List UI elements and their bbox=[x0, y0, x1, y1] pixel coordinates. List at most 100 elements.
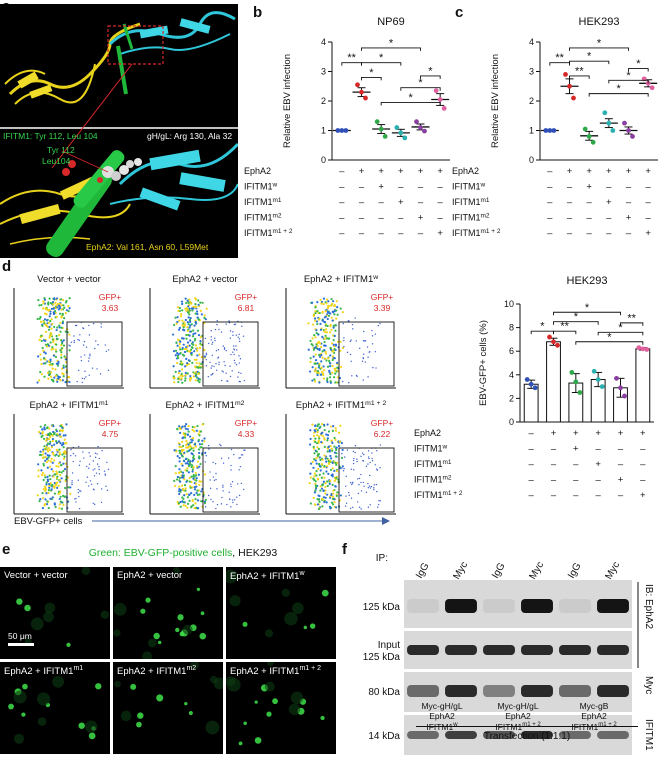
flow-dot bbox=[336, 366, 339, 369]
flow-dot bbox=[326, 484, 329, 488]
gfp-cell bbox=[177, 614, 184, 621]
flow-dot bbox=[83, 457, 85, 459]
flow-dot bbox=[178, 342, 181, 346]
condition-sign: – bbox=[438, 197, 444, 208]
flow-dot bbox=[235, 364, 238, 366]
flow-dot bbox=[36, 317, 39, 321]
flow-dot bbox=[177, 502, 181, 505]
flow-dot bbox=[185, 469, 189, 472]
flow-dot bbox=[59, 298, 63, 301]
flow-dot bbox=[328, 450, 331, 453]
flow-dot bbox=[99, 373, 102, 375]
flow-dot bbox=[329, 362, 332, 365]
flow-dot bbox=[49, 497, 52, 500]
flow-dot bbox=[40, 473, 44, 477]
significance-label: * bbox=[379, 52, 384, 64]
flow-dot bbox=[324, 485, 327, 488]
microscopy-image-label: EphA2 + IFITM1m1 bbox=[4, 665, 84, 678]
flow-dot bbox=[315, 486, 318, 489]
flow-dot bbox=[78, 464, 81, 466]
background-haze bbox=[37, 717, 47, 726]
flow-dot bbox=[317, 333, 320, 336]
condition-sign: + bbox=[640, 428, 646, 439]
flow-dot bbox=[362, 379, 364, 381]
data-point bbox=[614, 375, 619, 381]
data-point bbox=[547, 128, 553, 133]
flow-dot bbox=[60, 304, 63, 307]
flow-dot bbox=[237, 483, 239, 485]
flow-dot bbox=[53, 325, 56, 329]
flow-dot bbox=[312, 445, 315, 449]
flow-dot bbox=[323, 454, 326, 457]
data-point bbox=[571, 95, 576, 101]
lower-structure-view bbox=[0, 142, 238, 257]
condition-sign: – bbox=[573, 490, 579, 501]
flow-dot bbox=[333, 347, 336, 351]
flow-dot bbox=[178, 468, 181, 471]
flow-dot bbox=[59, 379, 62, 382]
flow-dot bbox=[360, 481, 362, 484]
flow-dot bbox=[77, 338, 79, 341]
protein-structure-illustration bbox=[0, 11, 238, 257]
flow-dot bbox=[309, 502, 312, 505]
flow-dot bbox=[93, 503, 96, 506]
flow-dot bbox=[37, 379, 41, 382]
flow-dot bbox=[43, 445, 46, 448]
flow-dot bbox=[194, 502, 197, 505]
flow-dot bbox=[89, 355, 91, 357]
flow-dot bbox=[195, 479, 198, 482]
condition-sign: – bbox=[339, 166, 345, 177]
flow-dot bbox=[332, 425, 335, 428]
flow-dot bbox=[210, 498, 212, 501]
flow-dot bbox=[317, 423, 320, 426]
background-haze bbox=[267, 662, 274, 666]
flow-dot bbox=[195, 376, 199, 379]
flow-dot bbox=[188, 499, 191, 502]
flow-dot bbox=[192, 449, 195, 452]
data-point bbox=[363, 95, 368, 101]
condition-sign: + bbox=[551, 428, 557, 439]
flow-dot bbox=[331, 483, 334, 487]
condition-sign: – bbox=[551, 490, 557, 501]
flow-dot bbox=[199, 340, 202, 343]
flow-dot bbox=[53, 298, 56, 301]
flow-dot bbox=[178, 370, 181, 373]
microscopy-image-label: Vector + vector bbox=[4, 570, 68, 581]
flow-dot bbox=[194, 312, 197, 315]
gfp-cell bbox=[157, 640, 162, 645]
flow-dot bbox=[313, 380, 317, 383]
flow-dot bbox=[181, 440, 184, 443]
flow-dot bbox=[314, 367, 317, 370]
transfection-line: EphA2 bbox=[429, 710, 455, 721]
flow-dot bbox=[62, 375, 65, 378]
blot-band bbox=[597, 731, 629, 739]
gfp-cell bbox=[321, 589, 329, 597]
blot-band bbox=[597, 645, 629, 655]
flow-dot bbox=[214, 463, 217, 465]
blot-band bbox=[445, 599, 477, 613]
flow-dot bbox=[192, 504, 195, 507]
flow-dot bbox=[189, 460, 192, 463]
flow-dot bbox=[48, 336, 51, 339]
flow-dot bbox=[311, 337, 314, 340]
flow-dot bbox=[42, 362, 45, 365]
data-point bbox=[339, 128, 345, 133]
background-haze bbox=[84, 720, 98, 733]
flow-dot bbox=[312, 447, 316, 450]
flow-dot bbox=[376, 469, 379, 471]
condition-sign: – bbox=[567, 213, 573, 224]
data-point bbox=[606, 120, 612, 126]
flow-dot bbox=[331, 467, 334, 470]
flow-dot bbox=[330, 304, 333, 307]
flow-dot bbox=[183, 460, 186, 463]
flow-dot bbox=[325, 337, 329, 340]
flow-dot bbox=[58, 453, 61, 456]
flow-dot bbox=[181, 464, 184, 467]
transfection-line: IFITM1m1 + 2 bbox=[556, 721, 632, 732]
flow-dot bbox=[357, 478, 359, 480]
flow-dot bbox=[183, 436, 187, 439]
flow-dot bbox=[41, 434, 44, 437]
flow-dot bbox=[321, 434, 325, 438]
flow-dot bbox=[48, 434, 51, 437]
flow-dot bbox=[68, 333, 71, 336]
